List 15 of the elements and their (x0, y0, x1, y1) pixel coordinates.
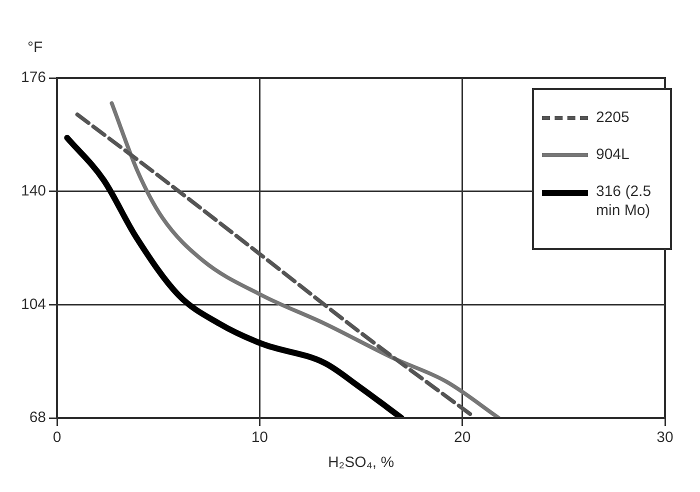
y-tick-label: 140 (20, 182, 46, 200)
x-tick-label: 30 (656, 429, 674, 446)
y-tick-label: 104 (20, 296, 46, 313)
legend-label: 316 (2.5 min Mo) (596, 182, 652, 220)
legend-label: 2205 (596, 108, 630, 127)
x-tick-label: 0 (52, 429, 62, 446)
line-series (75, 112, 474, 418)
y-tick-label: 176 (20, 69, 46, 86)
y-tick-label: 68 (29, 409, 46, 426)
x-tick-label: 10 (251, 429, 268, 446)
y-axis-title: °F (27, 39, 43, 56)
x-axis-title: H₂SO₄, % (328, 454, 394, 472)
legend-label: 904L (596, 145, 630, 164)
x-tick-label: 20 (454, 429, 471, 446)
line-series (110, 101, 501, 418)
